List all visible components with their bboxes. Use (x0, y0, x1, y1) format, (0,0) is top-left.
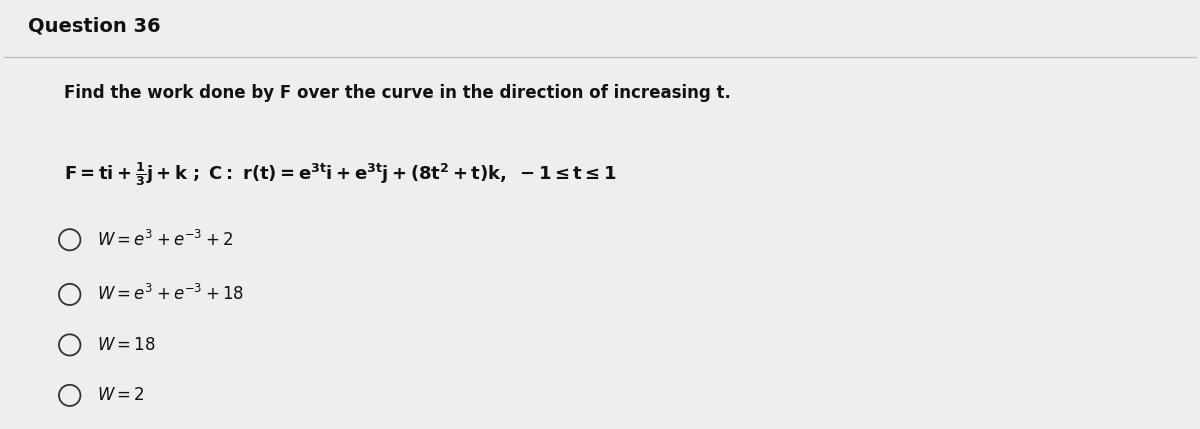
Text: $W = e^3 + e^{-3} + 2$: $W = e^3 + e^{-3} + 2$ (97, 230, 234, 250)
Text: Find the work done by F over the curve in the direction of increasing t.: Find the work done by F over the curve i… (64, 84, 731, 102)
Text: Question 36: Question 36 (28, 17, 161, 36)
Text: $W = 2$: $W = 2$ (97, 387, 145, 405)
Text: $W = e^3 + e^{-3} + 18$: $W = e^3 + e^{-3} + 18$ (97, 284, 245, 305)
Text: $W = 18$: $W = 18$ (97, 336, 156, 354)
Text: $\mathbf{F = ti + \frac{1}{3}j + k\ ;\ C:\ r(t) = e^{3t}i + e^{3t}j + (8t^2 + t): $\mathbf{F = ti + \frac{1}{3}j + k\ ;\ C… (64, 160, 617, 187)
